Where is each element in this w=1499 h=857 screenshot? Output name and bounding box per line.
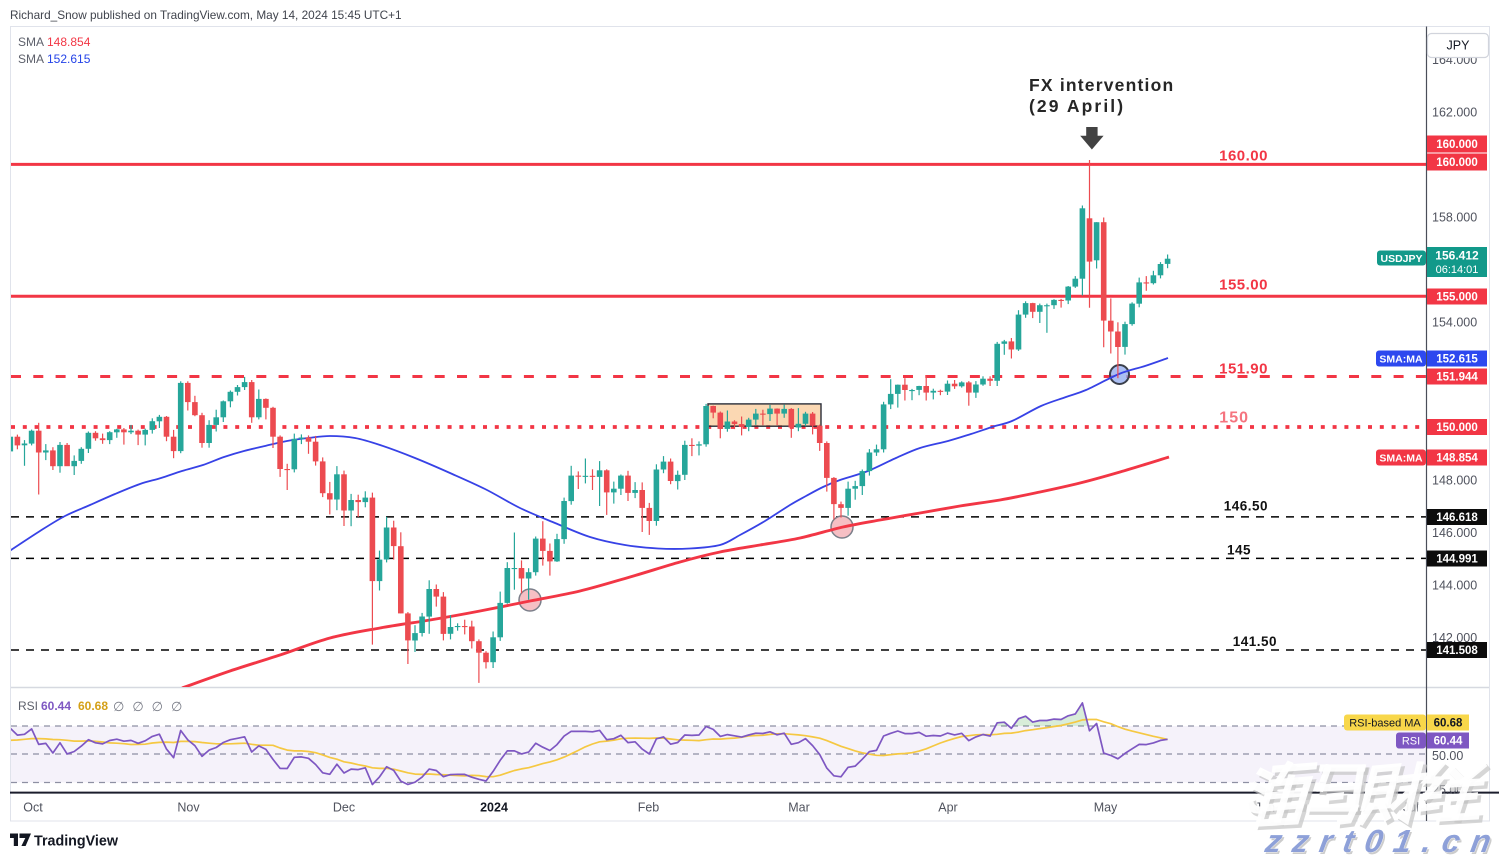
- svg-text:50.00: 50.00: [1432, 749, 1463, 763]
- svg-text:151.944: 151.944: [1436, 372, 1478, 384]
- svg-text:162.000: 162.000: [1432, 105, 1477, 119]
- svg-text:60.68: 60.68: [78, 699, 108, 713]
- svg-text:SMA:MA: SMA:MA: [1379, 353, 1423, 365]
- svg-text:SMA: SMA: [18, 35, 44, 49]
- svg-text:151.90: 151.90: [1219, 361, 1268, 378]
- svg-text:Nov: Nov: [177, 801, 200, 815]
- svg-text:Feb: Feb: [638, 801, 660, 815]
- svg-text:(29 April): (29 April): [1029, 96, 1125, 116]
- svg-text:SMA: SMA: [18, 52, 44, 66]
- svg-text:RSI-based MA: RSI-based MA: [1349, 718, 1421, 730]
- svg-text:141.508: 141.508: [1436, 645, 1478, 657]
- svg-text:144.000: 144.000: [1432, 578, 1477, 592]
- svg-text:150.000: 150.000: [1436, 422, 1478, 434]
- svg-text:160.000: 160.000: [1436, 157, 1478, 169]
- svg-text:Oct: Oct: [23, 801, 43, 815]
- svg-text:SMA:MA: SMA:MA: [1379, 452, 1423, 464]
- svg-text:145: 145: [1227, 543, 1251, 558]
- svg-text:60.68: 60.68: [1434, 718, 1463, 730]
- svg-text:154.000: 154.000: [1432, 315, 1477, 329]
- svg-text:142.000: 142.000: [1432, 631, 1477, 645]
- svg-text:146.50: 146.50: [1224, 499, 1268, 514]
- svg-text:155.00: 155.00: [1219, 277, 1268, 294]
- svg-text:RSI: RSI: [1402, 736, 1420, 748]
- svg-text:146.000: 146.000: [1432, 526, 1477, 540]
- svg-text:155.000: 155.000: [1436, 292, 1478, 304]
- svg-text:141.50: 141.50: [1233, 634, 1277, 649]
- svg-text:150: 150: [1219, 410, 1249, 427]
- svg-text:160.000: 160.000: [1436, 139, 1478, 151]
- svg-text:148.854: 148.854: [1436, 453, 1478, 465]
- svg-text:zzrt01.cn: zzrt01.cn: [1262, 823, 1499, 857]
- svg-text:zzrt01.cn: zzrt01.cn: [1263, 825, 1499, 857]
- svg-text:144.991: 144.991: [1436, 554, 1478, 566]
- svg-text:2024: 2024: [480, 801, 508, 815]
- svg-text:∅ ∅ ∅ ∅: ∅ ∅ ∅ ∅: [113, 699, 185, 714]
- svg-text:146.618: 146.618: [1436, 512, 1478, 524]
- svg-text:152.615: 152.615: [1436, 354, 1478, 366]
- svg-text:60.44: 60.44: [41, 699, 71, 713]
- svg-text:JPY: JPY: [1447, 39, 1471, 53]
- svg-text:152.615: 152.615: [47, 52, 91, 66]
- svg-text:May: May: [1094, 801, 1118, 815]
- svg-text:Richard_Snow published on Trad: Richard_Snow published on TradingView.co…: [10, 8, 402, 22]
- svg-text:160.00: 160.00: [1219, 148, 1268, 165]
- svg-text:Apr: Apr: [938, 801, 957, 815]
- svg-text:156.412: 156.412: [1435, 249, 1479, 263]
- svg-text:RSI: RSI: [18, 699, 38, 713]
- svg-text:148.854: 148.854: [47, 35, 91, 49]
- svg-text:06:14:01: 06:14:01: [1436, 264, 1479, 276]
- svg-text:Mar: Mar: [788, 801, 810, 815]
- svg-text:TradingView: TradingView: [34, 834, 119, 850]
- svg-text:148.000: 148.000: [1432, 473, 1477, 487]
- svg-text:158.000: 158.000: [1432, 210, 1477, 224]
- svg-text:USDJPY: USDJPY: [1380, 253, 1422, 265]
- svg-text:FX intervention: FX intervention: [1029, 75, 1174, 95]
- svg-text:Dec: Dec: [333, 801, 355, 815]
- svg-text:60.44: 60.44: [1434, 736, 1463, 748]
